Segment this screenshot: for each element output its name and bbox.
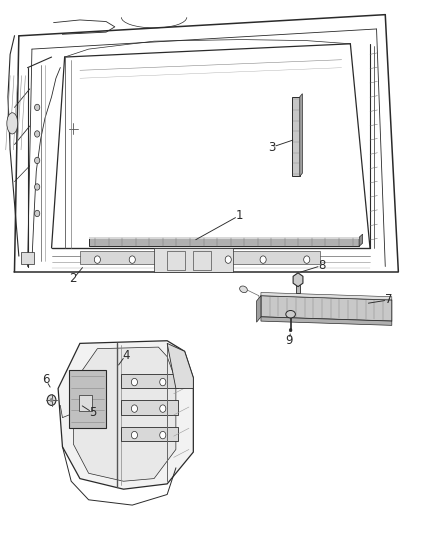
Circle shape bbox=[303, 256, 309, 263]
Bar bbox=[88, 237, 358, 246]
Circle shape bbox=[94, 256, 100, 263]
Bar bbox=[21, 252, 34, 264]
Polygon shape bbox=[260, 293, 391, 300]
Text: 1: 1 bbox=[235, 209, 242, 222]
Polygon shape bbox=[256, 296, 260, 322]
Polygon shape bbox=[293, 273, 302, 287]
Circle shape bbox=[131, 378, 137, 386]
Polygon shape bbox=[260, 296, 391, 321]
Bar bbox=[193, 251, 210, 270]
Text: 3: 3 bbox=[268, 141, 275, 154]
Circle shape bbox=[35, 184, 40, 190]
Circle shape bbox=[35, 211, 40, 216]
Text: 9: 9 bbox=[285, 334, 293, 347]
Bar bbox=[121, 400, 178, 415]
Circle shape bbox=[35, 157, 40, 164]
Bar bbox=[69, 370, 106, 428]
Text: 2: 2 bbox=[70, 272, 77, 285]
Circle shape bbox=[225, 256, 231, 263]
Circle shape bbox=[259, 256, 265, 263]
Polygon shape bbox=[58, 341, 193, 489]
Text: 7: 7 bbox=[384, 293, 392, 306]
Polygon shape bbox=[299, 94, 302, 176]
Text: 6: 6 bbox=[42, 374, 49, 386]
Circle shape bbox=[35, 104, 40, 111]
Ellipse shape bbox=[47, 395, 56, 406]
Polygon shape bbox=[358, 234, 362, 246]
Text: 8: 8 bbox=[318, 259, 325, 272]
Circle shape bbox=[129, 256, 135, 263]
Bar bbox=[167, 251, 184, 270]
Bar bbox=[296, 285, 299, 293]
Bar bbox=[291, 97, 299, 176]
Polygon shape bbox=[260, 317, 391, 325]
Polygon shape bbox=[167, 343, 193, 389]
Bar bbox=[88, 237, 358, 239]
Circle shape bbox=[131, 405, 137, 413]
Ellipse shape bbox=[239, 286, 247, 293]
Circle shape bbox=[35, 131, 40, 137]
Bar bbox=[80, 251, 319, 264]
Bar bbox=[78, 395, 92, 411]
Bar bbox=[154, 248, 232, 272]
Circle shape bbox=[159, 431, 166, 439]
Polygon shape bbox=[73, 347, 176, 481]
Circle shape bbox=[289, 328, 291, 332]
Circle shape bbox=[131, 431, 137, 439]
Circle shape bbox=[159, 405, 166, 413]
Text: 5: 5 bbox=[89, 406, 96, 419]
Ellipse shape bbox=[285, 311, 295, 318]
Bar bbox=[121, 426, 178, 441]
Bar bbox=[121, 374, 178, 389]
Circle shape bbox=[159, 378, 166, 386]
Text: 4: 4 bbox=[122, 349, 129, 361]
Ellipse shape bbox=[7, 113, 18, 134]
Circle shape bbox=[49, 398, 53, 402]
